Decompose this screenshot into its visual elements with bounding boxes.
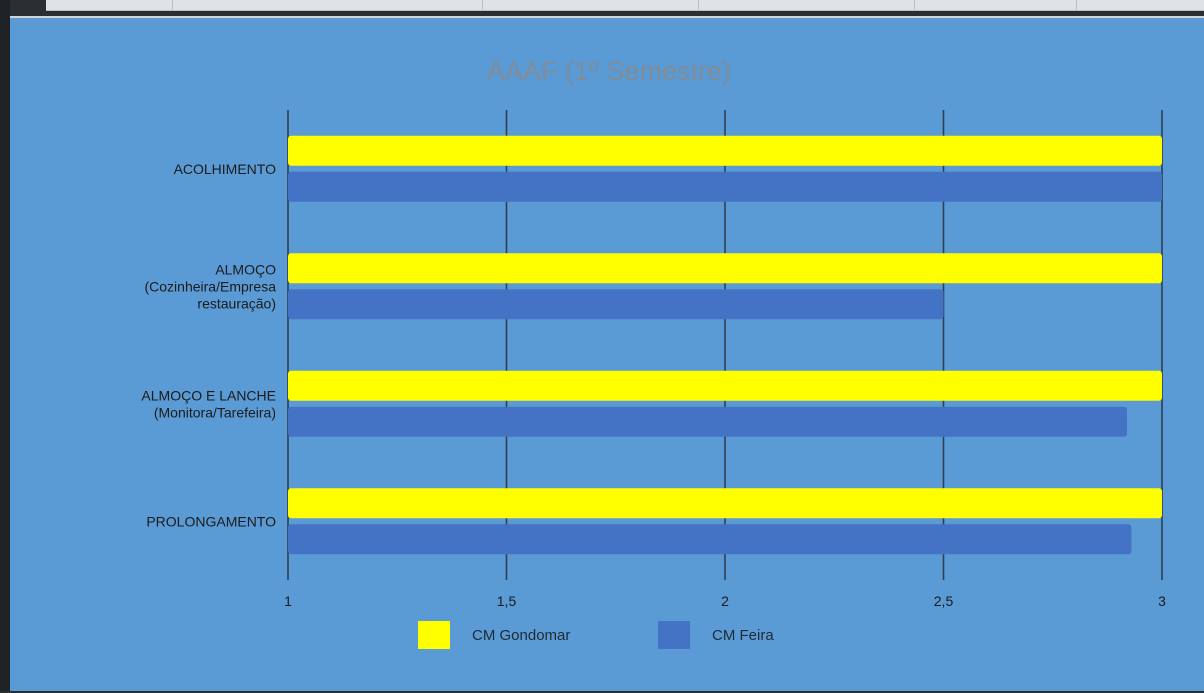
column-divider — [172, 0, 173, 10]
x-axis-ticks: 1 1,5 2 2,5 3 — [284, 593, 1166, 609]
category-label-line: (Cozinheira/Empresa — [145, 278, 277, 294]
category-label-line: PROLONGAMENTO — [146, 513, 276, 529]
category-label: ALMOÇO E LANCHE (Monitora/Tarefeira) — [141, 387, 276, 420]
x-tick-label: 3 — [1158, 593, 1166, 609]
column-divider — [914, 0, 915, 10]
column-divider — [698, 0, 699, 10]
category-label-line: ALMOÇO E LANCHE — [141, 387, 276, 403]
left-gutter — [0, 0, 10, 691]
category-label: ACOLHIMENTO — [174, 161, 277, 177]
bar-cm-gondomar[interactable] — [288, 488, 1162, 519]
bar-cm-gondomar[interactable] — [288, 135, 1162, 166]
bar-cm-gondomar[interactable] — [288, 253, 1162, 284]
bar-cm-feira[interactable] — [288, 406, 1128, 437]
x-tick-label: 2,5 — [934, 593, 954, 609]
spreadsheet-header-strip — [46, 0, 1204, 11]
category-label: PROLONGAMENTO — [146, 513, 276, 529]
legend: CM Gondomar CM Feira — [418, 621, 774, 649]
category-label-line: (Monitora/Tarefeira) — [154, 404, 276, 420]
x-tick-label: 1 — [284, 593, 292, 609]
x-tick-label: 1,5 — [497, 593, 517, 609]
bar-cm-feira[interactable] — [288, 289, 944, 320]
bar-cm-feira[interactable] — [288, 171, 1162, 202]
category-labels: ACOLHIMENTO ALMOÇO (Cozinheira/Empresa rest… — [141, 161, 276, 530]
column-divider — [482, 0, 483, 10]
category-label: ALMOÇO (Cozinheira/Empresa restauração) — [145, 261, 277, 311]
category-label-line: ALMOÇO — [215, 261, 276, 277]
legend-label: CM Gondomar — [472, 627, 570, 644]
chart-area[interactable]: AAAF (1º Semestre) ACOLHIMENTO ALMOÇO (Coz… — [10, 16, 1204, 691]
x-tick-label: 2 — [721, 593, 729, 609]
column-divider — [1076, 0, 1077, 10]
legend-label: CM Feira — [712, 627, 774, 644]
legend-swatch — [418, 621, 450, 649]
bar-cm-gondomar[interactable] — [288, 370, 1162, 401]
legend-swatch — [658, 621, 690, 649]
category-label-line: restauração) — [197, 295, 276, 311]
bars — [288, 135, 1162, 555]
bar-cm-feira[interactable] — [288, 524, 1132, 555]
chart-svg: AAAF (1º Semestre) ACOLHIMENTO ALMOÇO (Coz… — [141, 56, 1166, 649]
chart-title: AAAF (1º Semestre) — [487, 56, 731, 86]
category-label-line: ACOLHIMENTO — [174, 161, 277, 177]
